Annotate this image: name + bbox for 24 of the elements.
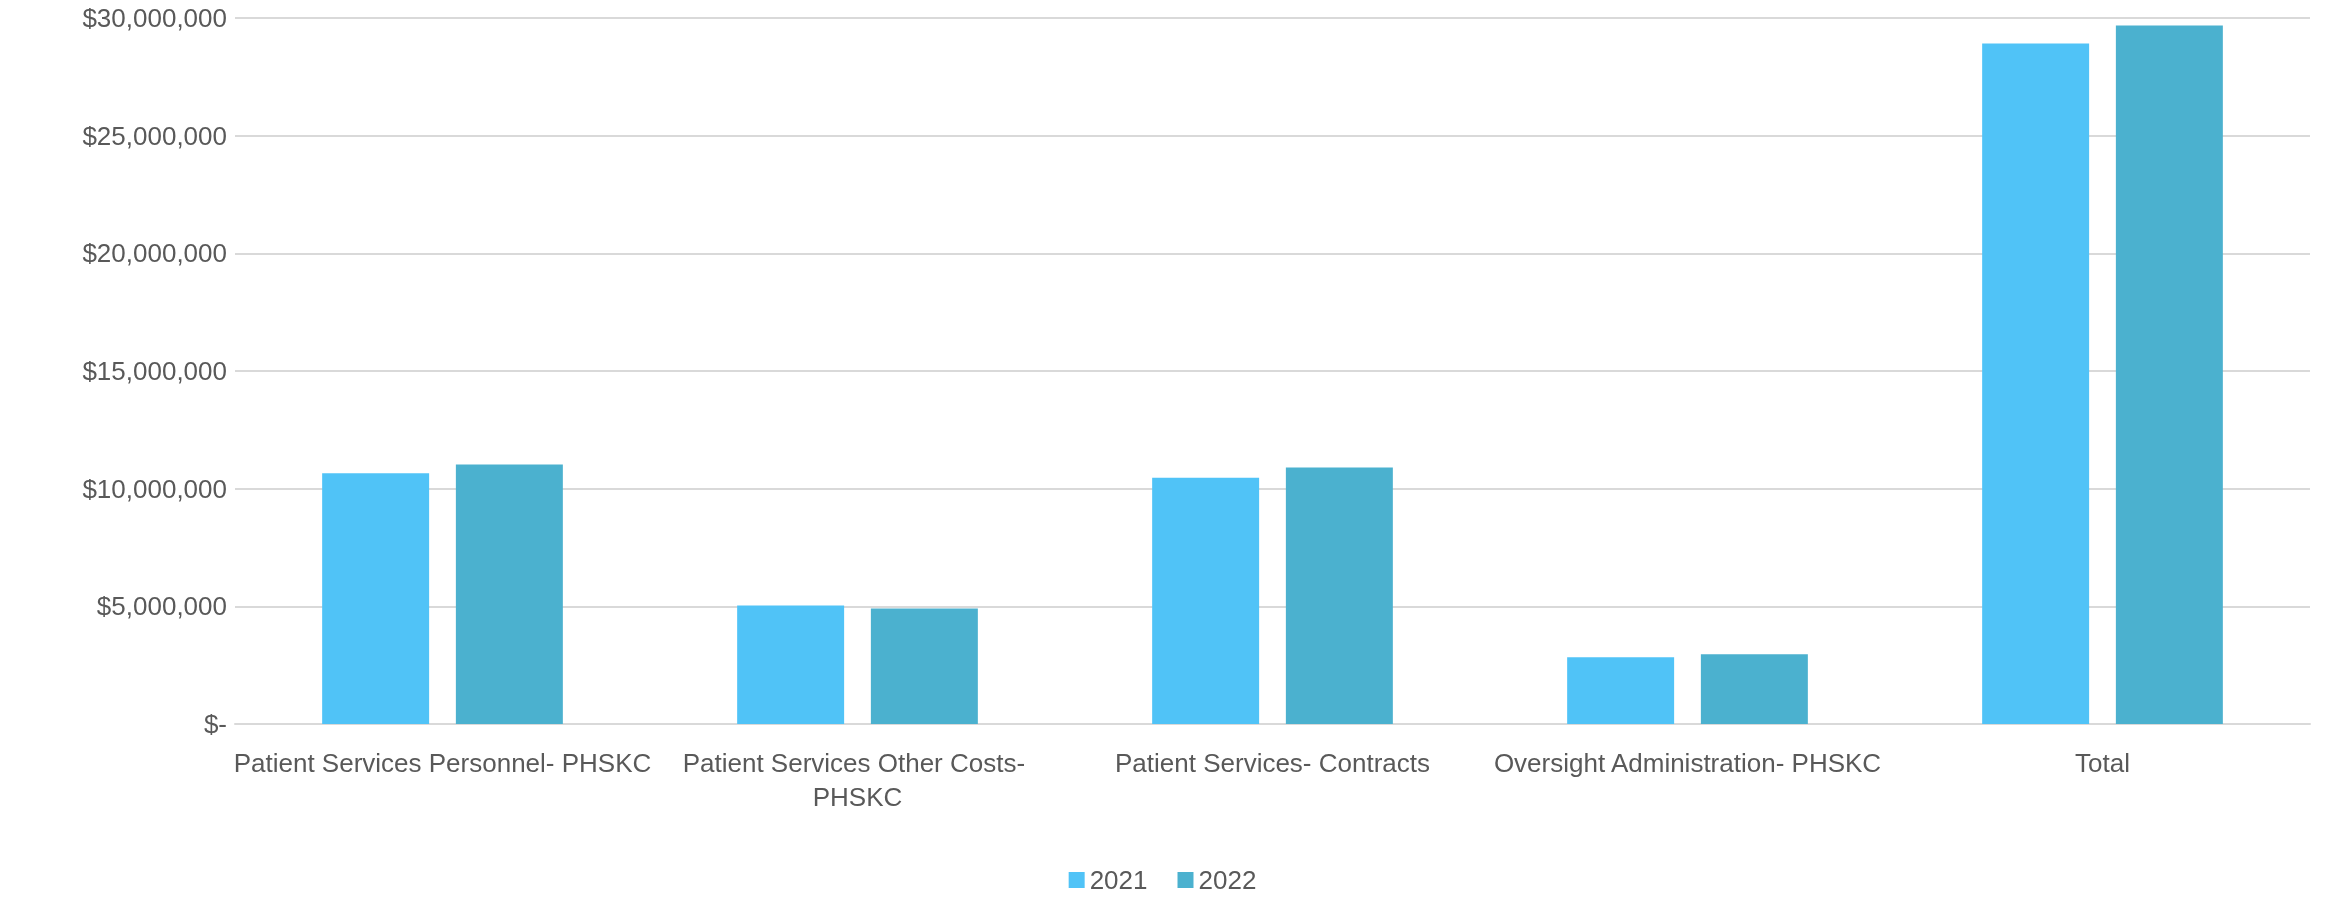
- bar: [737, 605, 845, 724]
- bar: [1700, 654, 1808, 724]
- x-tick-label: Patient Services Personnel- PHSKC: [233, 748, 652, 778]
- bar: [1285, 467, 1393, 724]
- y-tick-label: $20,000,000: [82, 238, 227, 269]
- y-tick-label: $15,000,000: [82, 356, 227, 386]
- legend-label: 2022: [1198, 865, 1257, 895]
- x-tick-label: Oversight Administration- PHSKC: [1493, 748, 1882, 778]
- bar: [1982, 43, 2090, 724]
- y-tick-label: $25,000,000: [82, 120, 227, 151]
- legend-label: 2021: [1089, 865, 1148, 895]
- y-tick-label: $30,000,000: [82, 3, 227, 33]
- y-tick-label: $-: [203, 709, 227, 739]
- bar: [455, 464, 563, 724]
- y-tick-label: $5,000,000: [96, 591, 227, 622]
- x-tick-label: Patient Services- Contracts: [1114, 748, 1431, 778]
- bar: [1567, 657, 1675, 724]
- y-tick-label: $10,000,000: [82, 473, 227, 504]
- bar: [2115, 25, 2223, 724]
- bar: [1152, 477, 1260, 724]
- x-tick-label: Patient Services Other Costs- PHSKC: [682, 748, 1033, 812]
- bar: [870, 608, 978, 724]
- x-tick-label: Total: [2075, 748, 2130, 778]
- bar: [322, 473, 430, 724]
